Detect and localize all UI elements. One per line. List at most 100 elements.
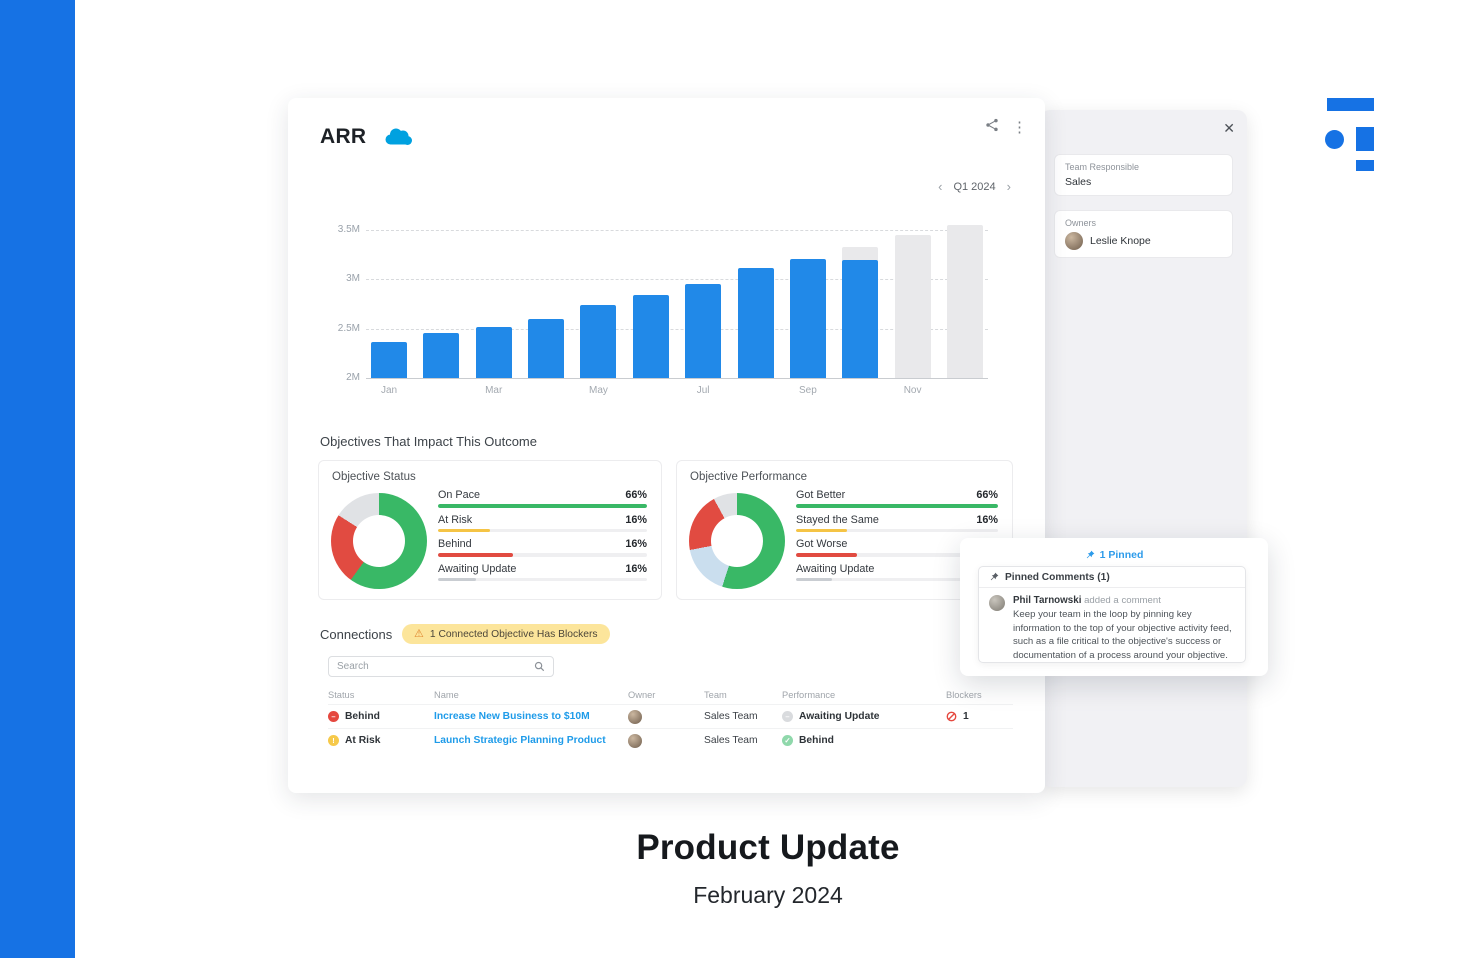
column-header: Owner: [628, 690, 656, 700]
connections-heading: Connections: [320, 627, 393, 642]
legend-label: Got Better: [796, 489, 846, 501]
caption: Product Update February 2024: [288, 828, 1248, 909]
x-tick-label: [633, 385, 669, 396]
prev-quarter-button[interactable]: ‹: [938, 179, 943, 194]
blockers-alert-badge: ⚠ 1 Connected Objective Has Blockers: [402, 624, 610, 644]
chart-bar-dec: [946, 225, 983, 378]
objective-link[interactable]: Increase New Business to $10M: [434, 711, 590, 722]
search-icon[interactable]: [534, 661, 545, 672]
x-tick-label: [423, 385, 459, 396]
legend-label: Got Worse: [796, 538, 848, 550]
projected-bar: [946, 225, 983, 378]
legend-item: Got Better 66%: [796, 489, 998, 508]
connections-table-header: Status Name Owner Team Performance Blockers: [328, 686, 1013, 704]
actual-bar: [528, 319, 565, 378]
pinned-link-label: 1 Pinned: [1099, 549, 1144, 561]
close-icon[interactable]: ✕: [1223, 120, 1235, 136]
chart-bar-may: [580, 230, 617, 378]
actual-bar: [685, 284, 722, 378]
legend-percent: 16%: [625, 562, 647, 575]
comment-meta: added a comment: [1084, 595, 1161, 606]
gridline: [366, 329, 988, 330]
chart-bar-jun: [632, 230, 669, 378]
gridline: [366, 279, 988, 280]
team-responsible-value: Sales: [1065, 176, 1092, 188]
arr-bar-chart: 3.5M 3M 2.5M 2M Jan Mar May Jul Sep Nov: [318, 220, 1018, 412]
comment-author: Phil Tarnowski: [1013, 595, 1082, 606]
status-legend: On Pace 66% At Risk 16% Behind 16% Awaiting Up…: [438, 489, 647, 587]
status-icon: !: [328, 735, 339, 746]
actual-bar: [842, 260, 879, 378]
x-axis-line: [366, 378, 988, 379]
legend-percent: 66%: [625, 489, 647, 501]
table-row[interactable]: ! At Risk Launch Strategic Planning Produc…: [328, 728, 1013, 752]
x-tick-label: [738, 385, 774, 396]
next-quarter-button[interactable]: ›: [1006, 179, 1011, 194]
legend-label: At Risk: [438, 513, 473, 526]
pinned-toggle[interactable]: 1 Pinned: [960, 549, 1268, 561]
chart-bar-jan: [371, 230, 407, 378]
x-tick-label: Jul: [696, 385, 710, 396]
legend-bar: [438, 504, 647, 508]
owner-avatar: [1065, 232, 1083, 250]
column-header: Name: [434, 690, 459, 700]
x-tick-label: Jan: [380, 385, 398, 396]
actual-bar: [737, 268, 774, 378]
column-header: Team: [704, 690, 727, 700]
pinned-comment: Phil Tarnowski added a comment Keep your…: [979, 588, 1245, 662]
team-text: Sales Team: [704, 711, 758, 722]
legend-percent: 16%: [625, 538, 647, 550]
warning-icon: ⚠: [414, 627, 424, 640]
performance-donut: [689, 493, 785, 589]
chart-bar-aug: [737, 230, 774, 378]
objective-performance-panel: Objective Performance Got Better 66% Staye…: [676, 460, 1013, 600]
performance-text: Behind: [799, 735, 834, 746]
connections-table-body: – Behind Increase New Business to $10M Sale…: [328, 704, 1013, 752]
y-tick-label: 3M: [346, 273, 360, 285]
actual-bar: [789, 259, 826, 378]
legend-bar: [438, 528, 647, 532]
chart-bar-oct: [842, 230, 879, 378]
legend-percent: 16%: [625, 513, 647, 526]
details-drawer: ✕ Team Responsible Sales Owners Leslie K…: [1040, 110, 1247, 787]
legend-bar: [438, 553, 647, 557]
performance-legend: Got Better 66% Stayed the Same 16% Got Worse…: [796, 489, 998, 587]
period-label: Q1 2024: [953, 180, 996, 193]
blockers-count: 1: [963, 711, 969, 722]
team-text: Sales Team: [704, 735, 758, 746]
team-responsible-field: Team Responsible Sales: [1054, 154, 1233, 196]
actual-bar: [580, 305, 617, 378]
objective-link[interactable]: Launch Strategic Planning Product: [434, 735, 606, 746]
search-input[interactable]: [337, 661, 528, 672]
table-row[interactable]: – Behind Increase New Business to $10M Sale…: [328, 704, 1013, 728]
legend-bar: [796, 504, 998, 508]
chart-bar-sep: [789, 230, 826, 378]
connections-table: Status Name Owner Team Performance Blockers –…: [328, 686, 1013, 752]
card-title: ARR: [320, 125, 367, 148]
performance-text: Awaiting Update: [799, 711, 880, 722]
legend-bar: [796, 577, 998, 581]
legend-label: On Pace: [438, 489, 481, 501]
status-text: Behind: [345, 711, 380, 722]
left-accent-bar: [0, 0, 75, 958]
share-icon[interactable]: [985, 118, 999, 137]
logo-square-icon: [1356, 127, 1374, 151]
legend-percent: 16%: [976, 513, 998, 526]
logo-circle-icon: [1325, 130, 1344, 149]
legend-label: Awaiting Update: [796, 562, 875, 575]
performance-icon: –: [782, 711, 793, 722]
legend-bar: [796, 528, 998, 532]
owner-avatar: [628, 733, 642, 748]
kebab-menu-icon[interactable]: ⋮: [1012, 119, 1027, 136]
column-header: Performance: [782, 690, 836, 700]
status-text: At Risk: [345, 735, 381, 746]
blockers-alert-text: 1 Connected Objective Has Blockers: [429, 628, 598, 640]
commenter-avatar: [989, 595, 1005, 611]
chart-bar-jul: [685, 230, 722, 378]
y-tick-label: 2M: [346, 372, 360, 383]
actual-bar: [371, 342, 407, 378]
team-responsible-label: Team Responsible: [1065, 162, 1140, 172]
chart-x-labels: Jan Mar May Jul Sep Nov: [366, 385, 988, 396]
y-tick-label: 2.5M: [337, 322, 360, 334]
status-donut: [331, 493, 427, 589]
